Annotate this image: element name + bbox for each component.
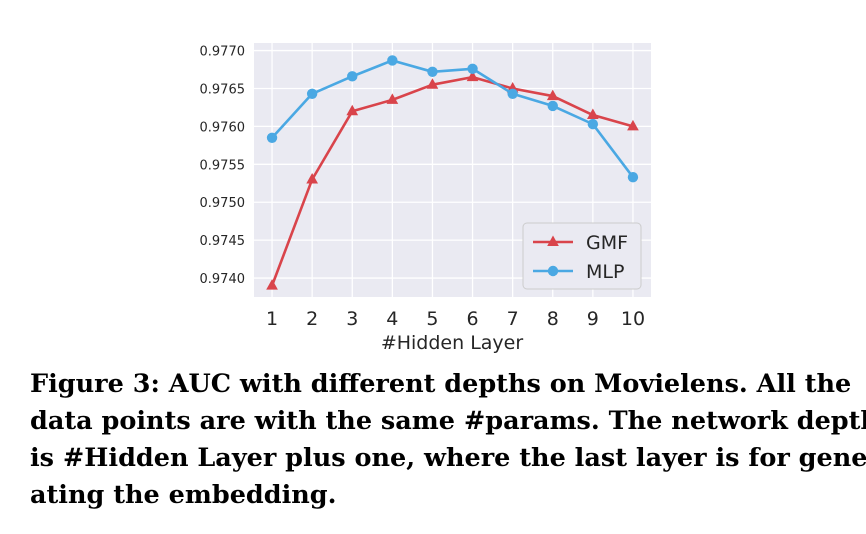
y-axis-ticks: 0.9740 0.9745 0.9750 0.9755 0.9760 0.9765 0.97… bbox=[200, 45, 246, 287]
chart-series bbox=[266, 55, 639, 290]
x-tick-label: 3 bbox=[346, 308, 358, 330]
y-tick-label: 0.9755 bbox=[200, 158, 246, 173]
gmf-point bbox=[266, 279, 278, 290]
grid-lines bbox=[254, 43, 651, 297]
y-tick-label: 0.9760 bbox=[200, 120, 246, 135]
x-axis-ticks: 1 2 3 4 5 6 7 8 9 10 bbox=[266, 308, 645, 330]
mlp-legend-marker bbox=[547, 265, 559, 277]
mlp-point bbox=[347, 71, 358, 82]
caption-line-1: Figure 3: AUC with different depths on M… bbox=[30, 369, 852, 399]
gmf-legend-marker bbox=[547, 235, 559, 247]
auc-line-chart: 0.9740 0.9745 0.9750 0.9755 0.9760 0.9765 0.97… bbox=[200, 43, 651, 354]
x-tick-label: 10 bbox=[621, 308, 645, 330]
y-tick-label: 0.9770 bbox=[200, 45, 246, 60]
gmf-point bbox=[346, 104, 359, 116]
x-tick-label: 5 bbox=[426, 308, 438, 330]
mlp-point bbox=[387, 55, 398, 66]
x-tick-label: 7 bbox=[507, 308, 519, 330]
x-tick-label: 4 bbox=[386, 308, 398, 330]
figure-caption: Figure 3: AUC with different depths on M… bbox=[30, 366, 866, 514]
mlp-point bbox=[587, 118, 599, 130]
x-tick-label: 9 bbox=[587, 308, 599, 330]
mlp-point bbox=[266, 132, 278, 143]
gmf-point bbox=[627, 119, 639, 131]
mlp-point bbox=[467, 63, 478, 74]
mlp-legend-label: MLP bbox=[586, 261, 624, 283]
gmf-point bbox=[306, 172, 318, 184]
x-tick-label: 2 bbox=[306, 308, 318, 330]
gmf-point bbox=[587, 108, 599, 120]
mlp-point bbox=[547, 100, 558, 112]
y-tick-label: 0.9765 bbox=[200, 82, 246, 97]
x-axis-label: #Hidden Layer bbox=[381, 332, 524, 354]
x-tick-label: 8 bbox=[547, 308, 559, 330]
gmf-point bbox=[466, 70, 479, 82]
mlp-point bbox=[627, 172, 639, 183]
gmf-point bbox=[426, 78, 439, 89]
x-tick-label: 6 bbox=[467, 308, 479, 330]
mlp-series-line bbox=[271, 59, 634, 178]
gmf-point bbox=[386, 93, 399, 104]
mlp-point bbox=[507, 88, 518, 100]
x-tick-label: 1 bbox=[266, 308, 278, 330]
mlp-point bbox=[427, 66, 438, 78]
y-tick-label: 0.9745 bbox=[200, 234, 246, 249]
gmf-legend-label: GMF bbox=[586, 232, 628, 254]
y-tick-label: 0.9750 bbox=[200, 196, 246, 211]
caption-line-2: data points are with the same #params. T… bbox=[30, 406, 866, 436]
mlp-point bbox=[306, 88, 318, 100]
caption-line-4: ating the embedding. bbox=[30, 480, 337, 510]
gmf-series-line bbox=[270, 75, 634, 287]
gmf-point bbox=[546, 89, 559, 101]
caption-line-3: is #Hidden Layer plus one, where the las… bbox=[30, 443, 866, 473]
y-tick-label: 0.9740 bbox=[200, 272, 246, 287]
legend: GMF MLP bbox=[522, 222, 642, 290]
